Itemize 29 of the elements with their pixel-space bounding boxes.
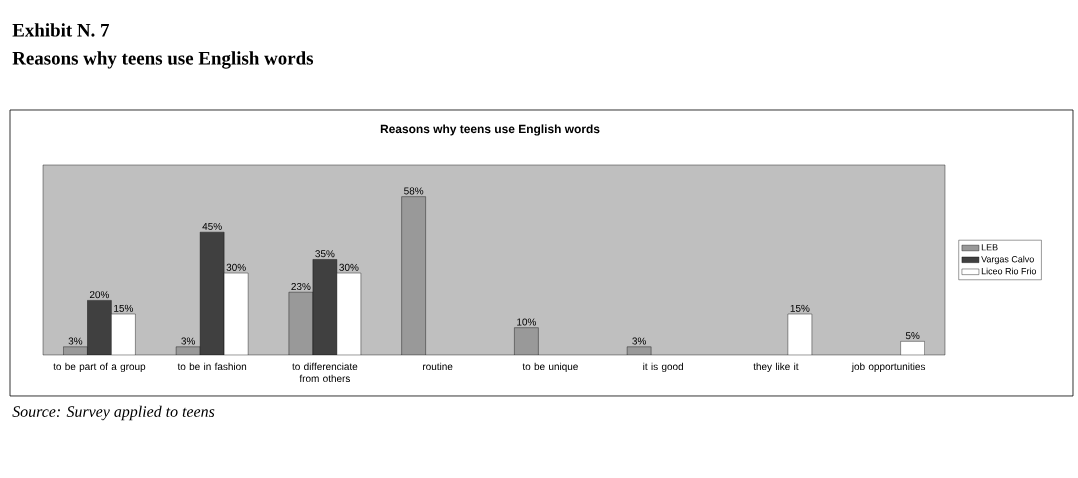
x-tick-label: routine <box>423 362 453 371</box>
text: Source: Survey applied to teens <box>12 405 215 421</box>
data-label: 23% <box>291 282 311 290</box>
x-tick-label: to differenciate from others <box>292 362 358 383</box>
x-tick-label: to be unique <box>522 362 578 373</box>
x-tick-label: to be in fashion <box>177 362 247 371</box>
data-label: 30% <box>226 263 246 271</box>
data-label: 15% <box>114 304 134 312</box>
data-label: 3% <box>632 337 646 345</box>
data-label: 30% <box>339 263 359 271</box>
data-label: 45% <box>202 222 222 230</box>
data-label: 35% <box>315 250 335 258</box>
text: Reasons why teens use English words <box>12 51 314 69</box>
data-label: 20% <box>89 291 110 299</box>
data-label: 3% <box>181 337 195 345</box>
legend-label: Liceo Rio Frio <box>981 267 1037 275</box>
x-tick-label: they like it <box>753 362 799 373</box>
legend-label: Vargas Calvo <box>981 255 1034 265</box>
x-tick-label: to be part of a group <box>53 362 146 373</box>
data-label: 58% <box>404 187 424 195</box>
chart-title: Reasons why teens use English words <box>380 124 600 136</box>
data-label: 15% <box>790 304 810 312</box>
data-label: 5% <box>905 332 920 340</box>
legend-label: LEB <box>981 244 998 251</box>
x-tick-label: job opportunities <box>851 362 926 373</box>
text: Exhibit N. 7 <box>12 23 110 37</box>
x-tick-label: it is good <box>643 362 683 373</box>
data-label: 3% <box>68 337 83 345</box>
data-label: 10% <box>517 318 536 326</box>
